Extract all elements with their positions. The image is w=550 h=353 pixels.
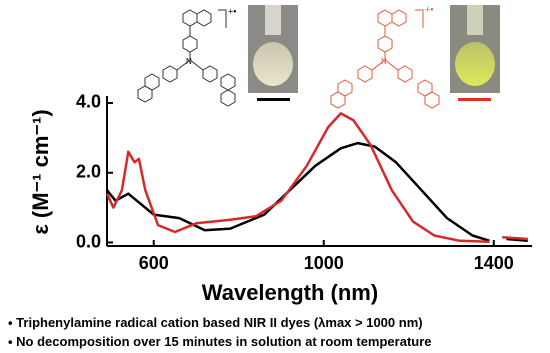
atom-label: N	[186, 57, 192, 66]
atom-label: N	[381, 57, 387, 66]
molecule-right	[330, 9, 440, 109]
note: • No decomposition over 15 minutes in so…	[8, 334, 432, 349]
photo-right	[450, 5, 500, 101]
y-tick-label: 0.0	[76, 231, 101, 251]
note-text: No decomposition over 15 minutes in solu…	[16, 334, 431, 349]
x-axis-label: Wavelength (nm)	[202, 280, 378, 305]
y-tick-label: 4.0	[76, 92, 101, 112]
y-tick-label: 2.0	[76, 161, 101, 181]
note: • Triphenylamine radical cation based NI…	[8, 315, 423, 330]
charge-label: +•	[425, 4, 433, 14]
x-tick-label: 1000	[304, 253, 344, 273]
note-text: Triphenylamine radical cation based NIR …	[16, 315, 422, 330]
photo-left	[248, 5, 298, 101]
series-line	[106, 141, 528, 243]
charge-label: +•	[228, 6, 236, 16]
x-tick-label: 600	[139, 253, 169, 273]
series-line	[105, 112, 528, 244]
y-axis-label: ε (M⁻¹ cm⁻¹)	[28, 109, 53, 234]
x-tick-label: 1400	[474, 253, 514, 273]
molecule-left	[137, 9, 236, 107]
